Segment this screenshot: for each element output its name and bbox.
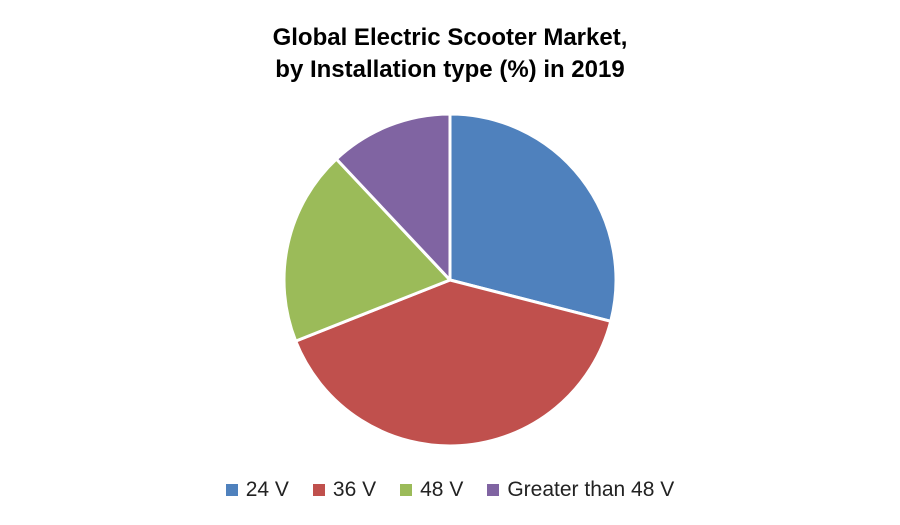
chart-title: Global Electric Scooter Market, by Insta… — [0, 22, 900, 86]
legend-label: 24 V — [245, 478, 289, 501]
legend-swatch — [400, 484, 413, 496]
chart-legend: 24 V 36 V 48 V Greater than 48 V — [0, 478, 900, 502]
pie-slice-48-v — [282, 157, 452, 343]
legend-label: Greater than 48 V — [507, 478, 675, 501]
legend-swatch — [487, 484, 500, 496]
pie-slice-36-v — [294, 278, 613, 448]
chart-title-line-1: Global Electric Scooter Market, — [272, 24, 628, 51]
legend-swatch — [312, 484, 325, 496]
pie-slice-greater-than-48-v — [334, 112, 452, 282]
chart-title-line-2: by Installation type (%) in 2019 — [275, 56, 625, 83]
legend-item-36-v: 36 V — [312, 478, 377, 502]
legend-item-48-v: 48 V — [400, 478, 463, 502]
legend-item-24-v: 24 V — [225, 478, 289, 502]
legend-item-greater-than-48-v: Greater than 48 V — [487, 478, 674, 502]
pie-slice-24-v — [448, 112, 618, 323]
legend-label: 36 V — [332, 478, 377, 501]
legend-label: 48 V — [420, 478, 464, 501]
legend-swatch — [225, 484, 238, 496]
